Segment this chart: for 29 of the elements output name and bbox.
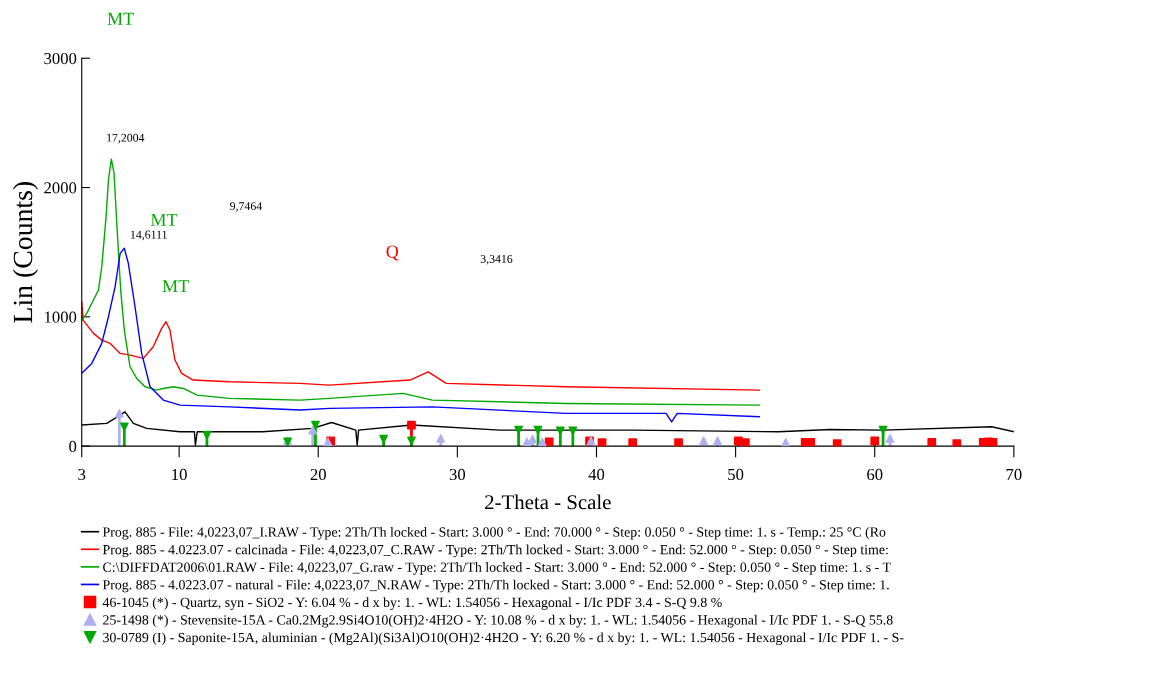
y-tick-label: 2000 [44,182,77,194]
annotation: MT [150,213,178,226]
legend-label: C:\DIFFDAT2006\01.RAW - File: 4,0223,07_G.raw - Type: 2Th/Th locked - Start: 3.000 ° - End: 52.000 ° - Step: 0.050 ° - Step time: 1. s - T [103,562,891,575]
annotation: 17,2004 [107,133,145,144]
y-tick-label: 3000 [44,52,77,65]
annotation: MT [162,280,189,293]
legend-label: 25-1498 (*) - Stevensite-15A - Ca0.2Mg2.9Si4O10(OH)2·4H2O - Y: 10.08 % - d x by: 1. - WL: 1.54056 - Hexagonal - I/Ic PDF 1. - S-Q 55.8 [103,614,893,628]
y-tick-label: 1000 [45,311,77,323]
x-axis-title: 2-Theta - Scale [485,494,611,510]
legend-label: Prog. 885 - 4.0223.07 - natural - File: 4,0223,07_N.RAW - Type: 2Th/Th locked - Start: 3.000 ° - End: 52.000 ° - Step: 0.050 ° - Step time: 1. [102,579,889,593]
annotation: 9,7464 [230,202,262,212]
x-tick-label: 40 [588,468,605,481]
x-tick-label: 60 [867,468,883,481]
x-tick-label: 50 [728,468,744,481]
legend-label: Prog. 885 - 4.0223.07 - calcinada - File: 4,0223,07_C.RAW - Type: 2Th/Th locked - Start: 3.000 ° - End: 52.000 ° - Step: 0.050 ° - Step time: [102,544,888,558]
text: MT [107,12,134,25]
x-tick-label: 10 [172,468,187,481]
x-tick-label: 30 [449,468,466,481]
annotation: 14,6111 [131,230,167,241]
legend-label: 46-1045 (*) - Quartz, syn - SiO2 - Y: 6.04 % - d x by: 1. - WL: 1.54056 - Hexagonal - I/Ic PDF 3.4 - S-Q 9.8 % [102,597,722,610]
annotation: 3,3416 [480,254,513,265]
y-tick-label: 0 [69,440,77,453]
x-tick-label: 3 [78,468,86,481]
x-tick-label: 70 [1006,468,1022,481]
x-tick-label: 20 [310,468,326,481]
y-axis-title: Lin (Counts) [12,182,38,323]
legend-label: 30-0789 (I) - Saponite-15A, aluminian - (Mg2Al)(Si3Al)O10(OH)2·4H2O - Y: 6.20 % - d x by: 1. - WL: 1.54056 - Hexagonal - I/Ic PDF 1. - S- [103,632,904,646]
annotation: Q [386,245,399,261]
legend-label: Prog. 885 - File: 4,0223,07_I.RAW - Type: 2Th/Th locked - Start: 3.000 ° - End: 70.000 ° - Step: 0.050 ° - Step time: 1. s - Temp.: 25 °C (Ro [102,526,886,540]
